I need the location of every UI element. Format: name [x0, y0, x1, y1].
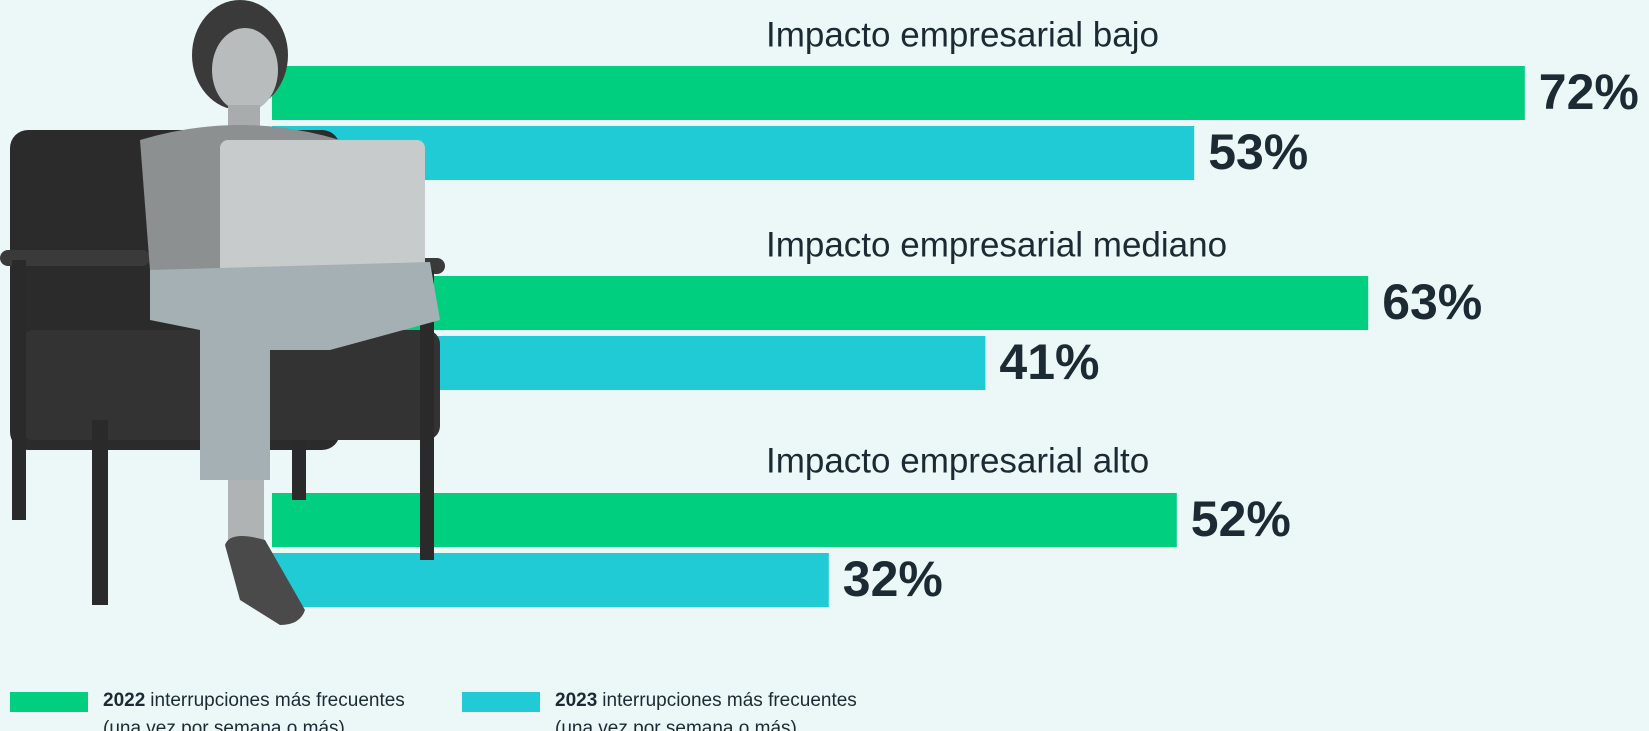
value-label: 53% [1208, 124, 1308, 180]
legend-note: (una vez por semana o más) [555, 718, 797, 731]
legend-label: 2022 interrupciones más frecuentes [103, 690, 405, 711]
legend: 2022 interrupciones más frecuentes(una ve… [10, 690, 857, 731]
value-label: 72% [1539, 64, 1639, 120]
value-label: 63% [1382, 274, 1482, 330]
legend-text: interrupciones más frecuentes [602, 690, 857, 711]
bar [272, 66, 1525, 120]
category-label: Impacto empresarial alto [766, 441, 1149, 480]
legend-note: (una vez por semana o más) [103, 718, 345, 731]
bar [272, 493, 1177, 547]
person-illustration [0, 0, 445, 625]
category-label: Impacto empresarial bajo [766, 15, 1159, 54]
value-label: 52% [1191, 491, 1291, 547]
bars [272, 66, 1525, 607]
legend-year: 2022 [103, 690, 145, 711]
bar [272, 126, 1195, 180]
legend-swatch [10, 692, 88, 712]
legend-text: interrupciones más frecuentes [150, 690, 405, 711]
bar [272, 553, 829, 607]
value-label: 41% [999, 334, 1099, 390]
category-label: Impacto empresarial mediano [766, 225, 1227, 264]
bar [272, 276, 1369, 330]
legend-label: 2023 interrupciones más frecuentes [555, 690, 857, 711]
value-label: 32% [843, 551, 943, 607]
legend-swatch [462, 692, 540, 712]
legend-year: 2023 [555, 690, 597, 711]
